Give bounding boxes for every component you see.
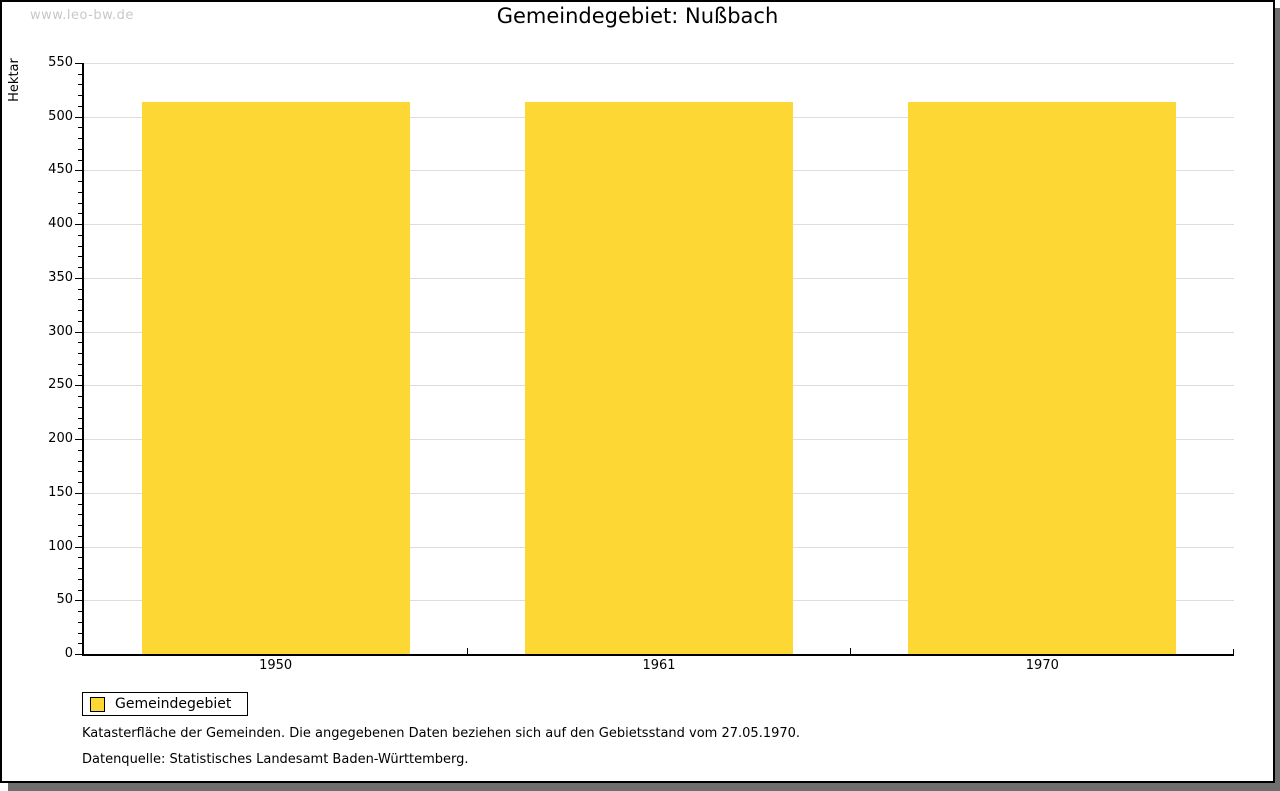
y-tick-label-550: 550 xyxy=(48,55,73,70)
y-axis-title: Hektar xyxy=(7,58,22,102)
y-major-tick-450 xyxy=(75,170,82,172)
y-minor-tick xyxy=(78,417,82,419)
y-major-tick-300 xyxy=(75,331,82,333)
y-tick-label-150: 150 xyxy=(48,484,73,500)
y-minor-tick xyxy=(78,611,82,613)
y-minor-tick xyxy=(78,396,82,398)
y-minor-tick xyxy=(78,245,82,247)
x-tick-label-1961: 1961 xyxy=(642,658,676,673)
y-minor-tick xyxy=(78,320,82,322)
y-minor-tick xyxy=(78,632,82,634)
y-major-tick-400 xyxy=(75,224,82,226)
legend-box: Gemeindegebiet xyxy=(82,692,249,716)
y-minor-tick xyxy=(78,428,82,430)
y-tick-label-500: 500 xyxy=(48,108,73,124)
y-major-tick-250 xyxy=(75,385,82,387)
bar-1950 xyxy=(141,101,410,654)
bar-1970 xyxy=(908,101,1177,654)
y-major-tick-0 xyxy=(75,654,82,655)
y-minor-tick xyxy=(78,234,82,236)
y-major-tick-200 xyxy=(75,439,82,441)
y-major-tick-100 xyxy=(75,546,82,548)
y-tick-label-350: 350 xyxy=(48,269,73,285)
y-tick-label-0: 0 xyxy=(64,646,73,661)
y-major-tick-500 xyxy=(75,116,82,118)
y-minor-tick xyxy=(78,159,82,161)
y-minor-tick xyxy=(78,621,82,623)
y-minor-tick xyxy=(78,148,82,150)
y-minor-tick xyxy=(78,482,82,484)
y-minor-tick xyxy=(78,213,82,215)
x-boundary-tick-2 xyxy=(850,648,852,654)
y-tick-label-300: 300 xyxy=(48,323,73,339)
y-minor-tick xyxy=(78,288,82,290)
x-tick-label-1970: 1970 xyxy=(1025,658,1059,673)
y-major-tick-150 xyxy=(75,492,82,494)
y-minor-tick xyxy=(78,568,82,570)
y-minor-tick xyxy=(78,191,82,193)
y-minor-tick xyxy=(78,449,82,451)
bar-1961 xyxy=(524,101,794,654)
chart-title: Gemeindegebiet: Nußbach xyxy=(496,4,779,28)
y-minor-tick xyxy=(78,374,82,376)
y-minor-tick xyxy=(78,471,82,473)
y-tick-label-200: 200 xyxy=(48,431,73,447)
y-minor-tick xyxy=(78,503,82,505)
y-minor-tick xyxy=(78,353,82,355)
y-major-tick-50 xyxy=(75,600,82,602)
y-minor-tick xyxy=(78,127,82,129)
y-major-tick-550 xyxy=(75,63,82,64)
y-minor-tick xyxy=(78,525,82,527)
y-minor-tick xyxy=(78,202,82,204)
y-minor-tick xyxy=(78,643,82,645)
footnote-datenquelle: Datenquelle: Statistisches Landesamt Bad… xyxy=(82,752,469,767)
legend-label-gemeindegebiet: Gemeindegebiet xyxy=(115,696,232,712)
y-minor-tick xyxy=(78,105,82,107)
gridline-550 xyxy=(84,63,1234,64)
y-minor-tick xyxy=(78,514,82,516)
y-minor-tick xyxy=(78,95,82,97)
y-minor-tick xyxy=(78,589,82,591)
y-major-tick-350 xyxy=(75,277,82,279)
y-tick-label-450: 450 xyxy=(48,162,73,178)
y-minor-tick xyxy=(78,342,82,344)
x-boundary-tick-1 xyxy=(466,648,468,654)
y-minor-tick xyxy=(78,535,82,537)
y-minor-tick xyxy=(78,406,82,408)
y-minor-tick xyxy=(78,267,82,269)
y-minor-tick xyxy=(78,557,82,559)
y-minor-tick xyxy=(78,299,82,301)
y-minor-tick xyxy=(78,363,82,365)
footnote-gebietsstand: Katasterfläche der Gemeinden. Die angege… xyxy=(82,726,801,741)
y-tick-label-50: 50 xyxy=(56,592,73,608)
y-tick-label-400: 400 xyxy=(48,216,73,232)
y-minor-tick xyxy=(78,73,82,75)
y-tick-label-250: 250 xyxy=(48,377,73,393)
y-minor-tick xyxy=(78,256,82,258)
x-axis-end-tick xyxy=(1233,649,1234,654)
y-minor-tick xyxy=(78,181,82,183)
watermark-leo-bw: www.leo-bw.de xyxy=(30,8,134,23)
y-tick-label-100: 100 xyxy=(48,538,73,554)
legend-swatch-gemeindegebiet xyxy=(90,696,105,712)
plot-area: 0 50 100 150 200 250 300 350 400 450 500 550 1950 196… xyxy=(48,55,1234,673)
y-minor-tick xyxy=(78,578,82,580)
y-minor-tick xyxy=(78,310,82,312)
y-minor-tick xyxy=(78,84,82,86)
y-minor-tick xyxy=(78,460,82,462)
y-minor-tick xyxy=(78,138,82,140)
x-tick-label-1950: 1950 xyxy=(259,658,293,673)
